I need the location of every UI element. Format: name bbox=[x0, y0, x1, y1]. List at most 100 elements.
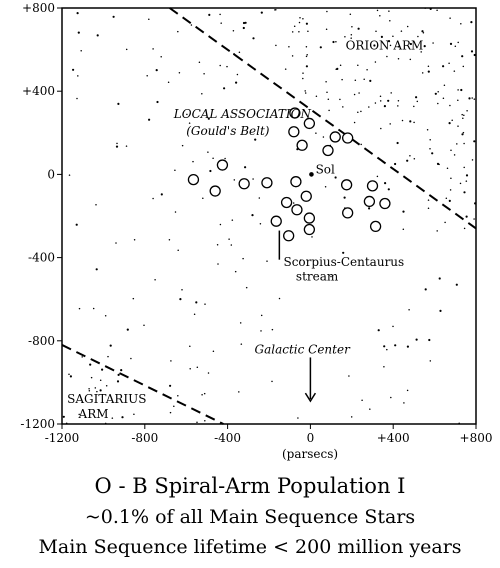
field-star bbox=[160, 193, 163, 196]
region-label: (Gould's Belt) bbox=[186, 124, 270, 138]
sol-point bbox=[309, 172, 314, 177]
field-star bbox=[223, 87, 226, 90]
field-star bbox=[207, 372, 210, 374]
field-star bbox=[448, 199, 451, 202]
field-star bbox=[143, 324, 145, 327]
field-star bbox=[357, 64, 359, 67]
field-star bbox=[78, 307, 81, 310]
field-star bbox=[383, 105, 386, 108]
field-star bbox=[208, 13, 211, 16]
field-star bbox=[426, 129, 429, 131]
field-star bbox=[438, 163, 440, 166]
field-star bbox=[449, 104, 451, 107]
field-star bbox=[429, 139, 431, 141]
field-star bbox=[462, 117, 464, 120]
field-star bbox=[266, 260, 268, 262]
field-star bbox=[379, 15, 381, 17]
field-star bbox=[77, 31, 80, 34]
field-star bbox=[357, 111, 359, 113]
field-star bbox=[244, 21, 247, 24]
x-tick-label: -400 bbox=[214, 431, 241, 445]
field-star bbox=[62, 415, 65, 418]
y-tick-label: 0 bbox=[47, 167, 55, 181]
region-labels: ORION ARM LOCAL ASSOCIATION (Gould's Belt)… bbox=[67, 39, 423, 421]
field-star bbox=[421, 30, 424, 33]
field-star bbox=[207, 151, 209, 153]
field-star bbox=[361, 399, 363, 401]
field-star bbox=[450, 149, 452, 152]
y-axis: +800 +400 0 -400 -800 -1200 bbox=[20, 1, 62, 431]
field-star bbox=[226, 65, 228, 68]
field-star bbox=[369, 79, 372, 82]
x-axis-label: (parsecs) bbox=[282, 447, 338, 461]
field-star bbox=[446, 167, 449, 169]
field-star bbox=[109, 344, 112, 347]
field-star bbox=[299, 259, 302, 261]
field-star bbox=[173, 405, 175, 408]
field-star bbox=[463, 227, 466, 230]
region-label: LOCAL ASSOCIATION bbox=[173, 107, 312, 121]
field-star bbox=[445, 197, 448, 199]
field-star bbox=[236, 73, 239, 76]
ob-association-point bbox=[303, 212, 316, 224]
field-star bbox=[409, 120, 412, 123]
field-star bbox=[457, 89, 459, 91]
field-star bbox=[350, 37, 352, 39]
field-star bbox=[125, 145, 128, 147]
field-star bbox=[470, 50, 474, 53]
field-star bbox=[179, 298, 182, 301]
field-star bbox=[366, 69, 368, 71]
field-star bbox=[99, 389, 102, 392]
ob-association-point bbox=[363, 195, 376, 208]
region-label: Sol bbox=[316, 162, 335, 176]
field-star bbox=[326, 10, 328, 13]
field-star bbox=[75, 223, 78, 226]
field-star bbox=[420, 51, 422, 53]
field-star bbox=[325, 28, 328, 30]
field-star bbox=[96, 34, 99, 37]
field-star bbox=[462, 65, 465, 68]
field-star bbox=[388, 10, 390, 12]
field-star bbox=[107, 355, 109, 358]
field-star bbox=[203, 72, 205, 75]
field-star bbox=[384, 182, 387, 185]
field-star bbox=[335, 68, 337, 70]
field-star bbox=[474, 202, 477, 205]
field-star bbox=[377, 329, 380, 332]
region-label: Scorpius-Centaurus bbox=[283, 255, 404, 269]
field-star bbox=[177, 30, 179, 33]
field-star bbox=[443, 84, 446, 87]
field-star bbox=[78, 413, 80, 416]
field-star bbox=[169, 411, 172, 414]
galactic-center-arrow-head bbox=[304, 392, 317, 403]
field-star bbox=[463, 114, 465, 116]
field-star bbox=[348, 375, 350, 377]
field-star bbox=[448, 122, 451, 125]
field-star bbox=[363, 78, 365, 81]
field-star bbox=[232, 29, 235, 32]
field-star bbox=[304, 92, 307, 94]
field-star bbox=[353, 93, 356, 96]
field-star bbox=[130, 357, 132, 360]
field-star bbox=[422, 31, 425, 34]
ob-association-point bbox=[290, 176, 302, 188]
field-star bbox=[99, 379, 102, 381]
ob-association-point bbox=[187, 173, 200, 186]
x-axis: -1200 -800 -400 0 +400 +800 bbox=[45, 424, 493, 445]
field-star bbox=[424, 7, 426, 9]
x-tick-label: +800 bbox=[460, 431, 493, 445]
field-star bbox=[449, 189, 452, 191]
field-star bbox=[421, 72, 424, 74]
field-star bbox=[470, 21, 473, 24]
arm-boundaries bbox=[61, 7, 477, 425]
field-star bbox=[376, 175, 379, 178]
field-star bbox=[428, 338, 431, 342]
field-star bbox=[81, 356, 83, 358]
field-star bbox=[238, 391, 240, 393]
y-tick-label: +800 bbox=[22, 1, 55, 15]
field-star bbox=[201, 393, 203, 396]
field-star bbox=[456, 143, 458, 145]
field-star bbox=[92, 307, 95, 310]
field-star bbox=[473, 98, 476, 100]
field-star bbox=[389, 123, 391, 125]
